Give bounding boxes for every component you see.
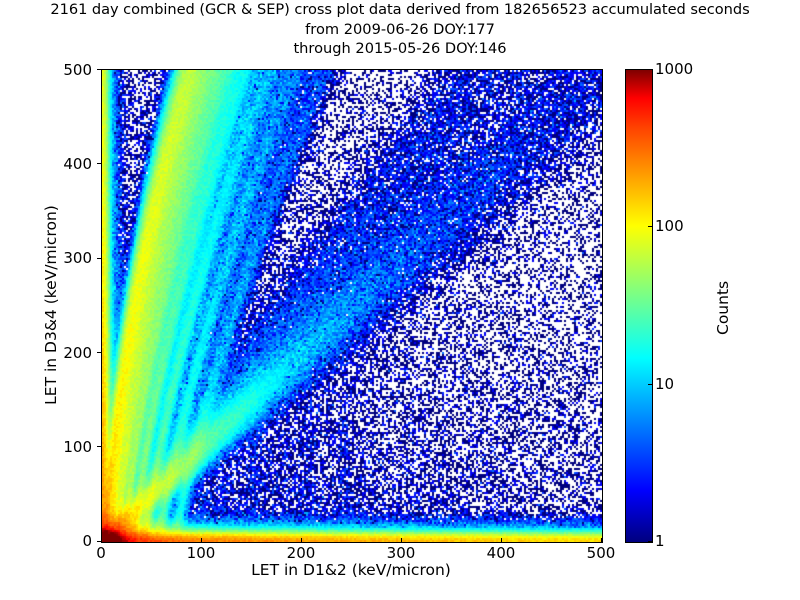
colorbar-label: Counts <box>714 280 732 335</box>
ytick-mark-0 <box>97 541 101 542</box>
cbtick-label-1: 1 <box>655 532 665 550</box>
xtick-mark-3 <box>401 538 402 542</box>
xtick-mark-1 <box>201 538 202 542</box>
ytick-label-1: 100 <box>63 438 92 456</box>
plot-title: 2161 day combined (GCR & SEP) cross plot… <box>0 0 800 59</box>
xtick-mark-4 <box>501 538 502 542</box>
xtick-mark-2 <box>301 538 302 542</box>
ytick-label-3: 300 <box>63 249 92 267</box>
xtick-label-3: 300 <box>386 544 416 562</box>
cbtick-mark-100 <box>648 226 652 227</box>
ytick-mark-4 <box>97 163 101 164</box>
plot-axes[interactable] <box>101 69 603 543</box>
title-line-1: 2161 day combined (GCR & SEP) cross plot… <box>50 1 750 18</box>
colorbar[interactable] <box>625 69 653 543</box>
x-axis-label: LET in D1&2 (keV/micron) <box>251 561 451 579</box>
xtick-mark-5 <box>601 538 602 542</box>
ytick-mark-5 <box>97 69 101 70</box>
ytick-mark-1 <box>97 446 101 447</box>
y-axis-label: LET in D3&4 (keV/micron) <box>42 205 60 405</box>
xtick-label-2: 200 <box>286 544 316 562</box>
density-heatmap <box>102 70 602 542</box>
ytick-label-5: 500 <box>63 61 92 79</box>
title-line-2: from 2009-06-26 DOY:177 <box>305 20 495 38</box>
xtick-label-4: 400 <box>486 544 516 562</box>
xtick-label-5: 500 <box>586 544 616 562</box>
cbtick-label-100: 100 <box>655 217 684 235</box>
xtick-label-0: 0 <box>96 544 106 562</box>
cbtick-mark-1000 <box>648 69 652 70</box>
cbtick-mark-10 <box>648 384 652 385</box>
cbtick-mark-1 <box>648 541 652 542</box>
ytick-label-4: 400 <box>63 155 92 173</box>
cbtick-label-1000: 1000 <box>655 60 694 78</box>
ytick-mark-2 <box>97 352 101 353</box>
ytick-mark-3 <box>97 258 101 259</box>
ytick-label-0: 0 <box>82 532 92 550</box>
cbtick-label-10: 10 <box>655 375 675 393</box>
xtick-label-1: 100 <box>186 544 216 562</box>
title-line-3: through 2015-05-26 DOY:146 <box>293 40 507 57</box>
xtick-mark-0 <box>101 538 102 542</box>
ytick-label-2: 200 <box>63 344 92 362</box>
